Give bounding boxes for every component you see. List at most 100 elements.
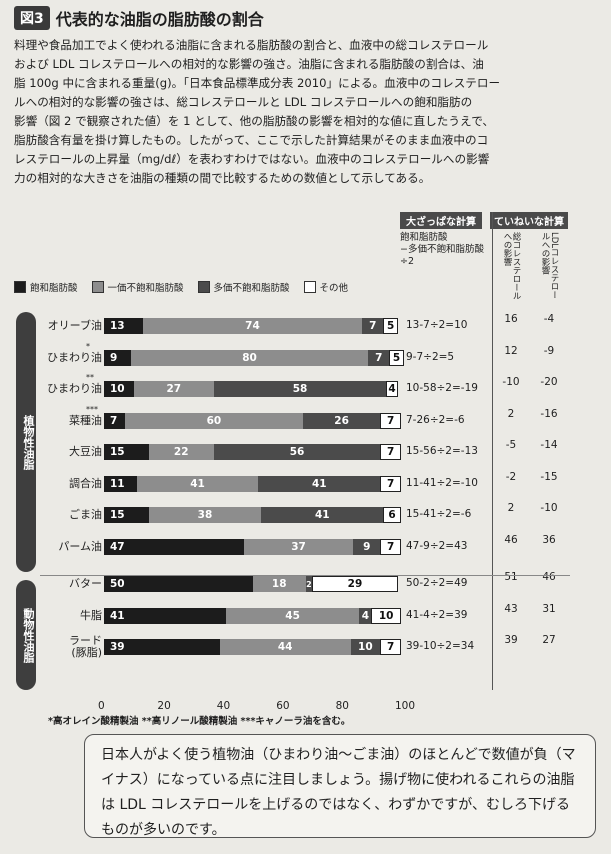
rough-calc-value: 41-4÷2=39 [406, 608, 468, 621]
category-footnote-mark: * [86, 341, 90, 351]
bar-value-label: 29 [347, 578, 363, 590]
legend-label: その他 [319, 283, 349, 294]
category-label: ごま油 [69, 508, 102, 521]
group-animal: 動物性油脂 [16, 580, 36, 690]
intro-line: 影響（図 2 で観察された値）を 1 として、他の脂肪酸の影響を相対的な値に直し… [14, 114, 494, 128]
formula-header: 飽和脂肪酸 −多価不飽和脂肪酸 ÷2 [400, 232, 484, 267]
bar-segment: 5 [389, 349, 404, 366]
bar-segment: 4 [359, 607, 372, 624]
total-chol-value: 43 [504, 602, 518, 615]
bar-value-label: 56 [289, 446, 305, 458]
ldl-value: -20 [540, 376, 558, 388]
rough-calc-value: 9-7÷2=5 [406, 350, 455, 363]
bar-value-label: 18 [271, 578, 287, 590]
total-chol-header: 総コレステロールへの影響 [502, 232, 521, 300]
figure-badge: 図3 [14, 6, 50, 30]
x-tick-label: 80 [335, 700, 349, 712]
bar-segment: 4 [386, 381, 399, 397]
bar-segment: 37 [243, 538, 354, 555]
intro-text: 料理や食品加工でよく使われる油脂に含まれる脂肪酸の割合と、血液中の総コレステロー… [14, 36, 600, 188]
x-tick-label: 40 [216, 700, 231, 712]
bar-segment: 11 [104, 475, 137, 492]
bar-segment: 60 [124, 412, 303, 429]
bar-value-label: 26 [334, 414, 349, 427]
bar-value-label: 41 [110, 609, 125, 622]
bar-value-label: 15 [110, 446, 125, 458]
ldl-value: -14 [540, 439, 558, 451]
bar-value-label: 4 [388, 383, 396, 395]
legend: 飽和脂肪酸 一価不飽和脂肪酸 多価不飽和脂肪酸 その他 [14, 280, 414, 294]
bar-segment: 7 [380, 412, 401, 429]
bar-value-label: 7 [386, 641, 395, 653]
total-chol-value: 16 [504, 313, 518, 325]
total-chol-value: -2 [505, 470, 517, 483]
intro-line: 脂 100g 中に含まれる重量(g)。「日本食品標準成分表 2010」による。血… [14, 76, 501, 90]
total-chol-value: -5 [505, 439, 517, 451]
bar-segment: 44 [219, 639, 351, 655]
bar-segment: 13 [104, 318, 143, 334]
figure-title: 代表的な油脂の脂肪酸の割合 [55, 10, 264, 29]
intro-line: および LDL コレステロールへの相対的な影響の強さ。油脂に含まれる脂肪酸の割合… [14, 57, 484, 71]
bar-segment: 15 [104, 507, 149, 523]
bar-segment: 26 [302, 412, 381, 429]
x-tick-label: 0 [98, 700, 105, 712]
rough-calc-value: 13-7÷2=10 [406, 319, 468, 331]
bar-value-label: 38 [197, 509, 213, 521]
bar-value-label: 6 [388, 509, 396, 521]
total-chol-value: 39 [504, 634, 518, 646]
bar-segment: 10 [104, 381, 134, 397]
bar-value-label: 5 [386, 320, 395, 332]
footnote: *高オレイン酸精製油 **高リノール酸精製油 ***キャノーラ油を含む。 [48, 716, 351, 727]
bar-value-label: 7 [110, 414, 118, 427]
bar-value-label: 27 [166, 383, 182, 395]
ldl-value: 27 [542, 634, 556, 646]
bar-value-label: 4 [361, 609, 369, 622]
bar-value-label: 7 [375, 351, 383, 364]
bar-segment: 41 [136, 475, 259, 492]
ldl-value: -10 [540, 502, 558, 514]
ldl-value: -4 [543, 313, 555, 325]
bar-value-label: 74 [245, 320, 260, 332]
legend-label: 飽和脂肪酸 [30, 283, 78, 294]
bar-value-label: 39 [110, 641, 125, 653]
ldl-value: 36 [542, 533, 556, 546]
bar-value-label: 50 [110, 578, 125, 590]
intro-line: 料理や食品加工でよく使われる油脂に含まれる脂肪酸の割合と、血液中の総コレステロー… [14, 38, 489, 52]
bar-value-label: 47 [110, 540, 125, 553]
bar-segment: 10 [350, 639, 381, 655]
bar-value-label: 41 [314, 509, 330, 521]
bar-segment: 41 [258, 475, 381, 492]
intro-line: 力の相対的な大きさを油脂の種類の間で比較するための数値として示してある。 [14, 171, 431, 185]
x-tick-label: 20 [157, 700, 171, 712]
bar-segment: 80 [130, 349, 369, 366]
legend-item: 一価不飽和脂肪酸 [91, 280, 184, 294]
bar-segment: 7 [380, 475, 401, 492]
bar-segment: 38 [148, 507, 262, 523]
bar-segment: 9 [104, 349, 131, 366]
bar-value-label: 37 [291, 540, 306, 553]
bar-segment: 7 [380, 639, 401, 655]
rough-calc-header: 大ざっぱな計算 [400, 212, 482, 229]
intro-line: 脂肪酸含有量を掛け算したもの。したがって、ここで示した計算結果がそのまま血液中の… [14, 133, 489, 147]
rough-calc-value: 11-41÷2=-10 [406, 476, 478, 489]
total-chol-value: 2 [507, 407, 515, 420]
bar-value-label: 9 [110, 351, 118, 364]
legend-label: 多価不飽和脂肪酸 [213, 283, 290, 294]
bar-value-label: 44 [277, 641, 293, 653]
category-label: ラード (豚脂) [69, 634, 102, 659]
bar-segment: 27 [133, 381, 214, 397]
bar-segment: 6 [383, 507, 401, 523]
category-footnote-mark: *** [86, 404, 98, 414]
bar-value-label: 41 [190, 477, 205, 490]
legend-item: その他 [303, 280, 349, 294]
total-chol-value: -10 [502, 376, 520, 388]
intro-line: レステロールの上昇量（mg/dℓ）を表わすわけではない。血液中のコレステロールへ… [14, 152, 490, 166]
bar-value-label: 7 [386, 414, 395, 427]
legend-item: 飽和脂肪酸 [14, 280, 78, 294]
ldl-header: LDLコレステロールへの影響 [540, 232, 559, 300]
category-label: 菜種油 [69, 413, 102, 427]
x-tick-label: 60 [276, 700, 290, 712]
group-divider [40, 575, 570, 576]
bar-segment: 22 [148, 444, 214, 460]
bar-segment: 41 [104, 607, 226, 624]
